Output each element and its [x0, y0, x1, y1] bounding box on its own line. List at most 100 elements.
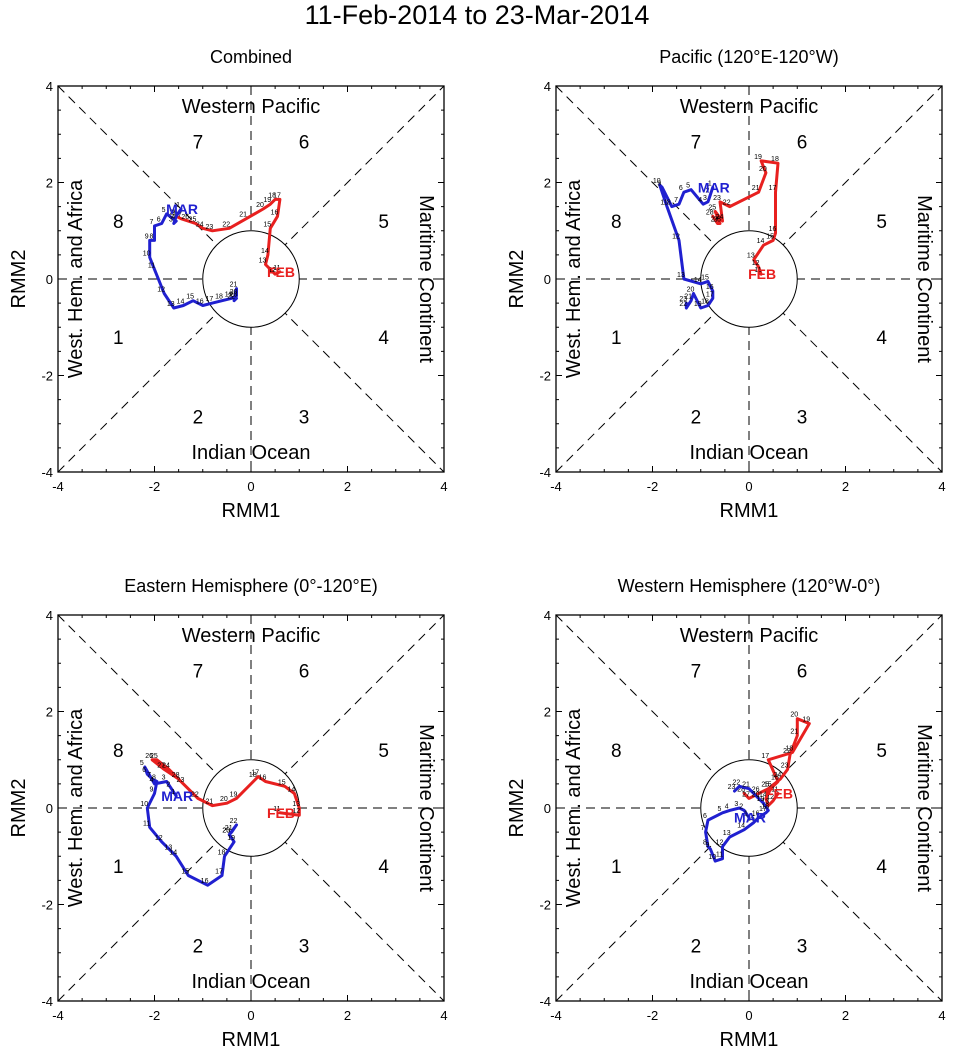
- day-label: 1: [708, 180, 712, 187]
- x-tick-label: 2: [344, 479, 351, 494]
- day-label: 28: [706, 209, 714, 216]
- day-label: 25: [761, 782, 769, 789]
- trajectory-feb: [174, 197, 282, 276]
- panel-4: Western Hemisphere (120°W-0°) -4-4 -2 -2 0 0 2…: [506, 576, 946, 1051]
- x-tick-label: 4: [440, 479, 447, 494]
- panel-title: Pacific (120°E-120°W): [659, 47, 838, 67]
- day-label: 11: [143, 820, 150, 827]
- day-label: 10: [140, 801, 148, 808]
- panel-3: Eastern Hemisphere (0°-120°E) -4-4 -2 -2 0 0 2…: [8, 576, 448, 1051]
- day-label: 15: [278, 779, 286, 786]
- x-tick-label: -4: [52, 479, 64, 494]
- day-label: 15: [181, 869, 189, 876]
- phase-number: 5: [378, 212, 389, 233]
- day-label: 14: [177, 299, 185, 306]
- phase-number: 2: [193, 937, 204, 958]
- day-label: 12: [766, 794, 774, 801]
- day-label: 15: [766, 233, 774, 240]
- x-tick-label: -2: [647, 1008, 659, 1023]
- phase-number: 8: [611, 212, 622, 233]
- phase-number: 6: [299, 661, 310, 682]
- region-top-label: Western Pacific: [680, 625, 819, 647]
- y-axis-label: RMM2: [506, 779, 528, 838]
- day-label: 11: [771, 787, 778, 794]
- phase-number: 3: [299, 937, 310, 958]
- y-tick-label: 4: [46, 79, 53, 94]
- day-label: 25: [150, 753, 158, 760]
- phase-number: 4: [378, 857, 389, 878]
- day-label: 4: [171, 214, 175, 221]
- x-tick-label: -2: [149, 1008, 161, 1023]
- panel-title: Eastern Hemisphere (0°-120°E): [124, 576, 378, 596]
- month-label-feb: FEB: [267, 264, 295, 280]
- trajectory-feb: [742, 717, 811, 808]
- day-label: 13: [164, 844, 172, 851]
- day-label: 14: [288, 787, 296, 794]
- day-label: 2: [705, 188, 709, 195]
- day-label: 13: [747, 253, 755, 260]
- y-tick-label: -2: [41, 369, 53, 384]
- day-label: 7: [147, 772, 151, 779]
- day-label: 20: [752, 791, 760, 798]
- day-label: 22: [732, 779, 740, 786]
- day-label: 17: [273, 192, 281, 199]
- day-label: 17: [206, 296, 214, 303]
- y-tick-label: 0: [544, 272, 551, 287]
- phase-number: 6: [797, 661, 808, 682]
- day-label: 23: [206, 224, 214, 231]
- day-label: 16: [259, 774, 267, 781]
- x-tick-label: -2: [149, 479, 161, 494]
- day-label: 17: [759, 806, 767, 813]
- day-label: 26: [752, 787, 760, 794]
- day-label: 21: [230, 282, 238, 289]
- trajectory-mar: [658, 183, 715, 310]
- day-label: 16: [201, 878, 209, 885]
- x-tick-label: 2: [344, 1008, 351, 1023]
- day-label: 6: [157, 217, 161, 224]
- day-label: 12: [752, 260, 760, 267]
- phase-number: 3: [299, 408, 310, 429]
- day-label: 18: [268, 192, 276, 199]
- phase-number: 1: [113, 857, 124, 878]
- day-label: 11: [273, 806, 280, 813]
- phase-number: 3: [797, 937, 808, 958]
- day-label: 12: [292, 808, 300, 815]
- day-label: 24: [716, 214, 724, 221]
- phase-number: 5: [876, 212, 887, 233]
- day-label: 7: [674, 197, 678, 204]
- day-label: 20: [230, 289, 238, 296]
- day-label: 22: [679, 301, 687, 308]
- day-label: 26: [713, 217, 721, 224]
- day-label: 12: [268, 267, 276, 274]
- day-label: 11: [148, 262, 155, 269]
- y-tick-label: -4: [41, 465, 53, 480]
- day-label: 23: [679, 296, 687, 303]
- y-tick-label: 2: [544, 705, 551, 720]
- day-label: 17: [251, 770, 259, 777]
- day-label: 9: [150, 787, 154, 794]
- day-label: 22: [723, 200, 731, 207]
- day-label: 8: [150, 233, 154, 240]
- trajectory-feb: [711, 159, 780, 276]
- day-label: 9: [657, 180, 661, 187]
- day-label: 17: [761, 753, 769, 760]
- day-label: 17: [769, 185, 777, 192]
- day-label: 18: [249, 772, 257, 779]
- region-right-label: Maritime Continent: [913, 195, 935, 363]
- day-label: 16: [771, 774, 779, 781]
- phase-number: 1: [113, 328, 124, 349]
- day-label: 24: [196, 221, 204, 228]
- day-label: 16: [706, 284, 714, 291]
- x-tick-label: -4: [52, 1008, 64, 1023]
- figure-title: 11-Feb-2014 to 23-Mar-2014: [305, 0, 650, 30]
- day-label: 21: [752, 185, 760, 192]
- day-label: 15: [263, 221, 271, 228]
- day-label: 17: [215, 869, 223, 876]
- day-label: 26: [181, 214, 189, 221]
- trajectory-mar: [704, 784, 770, 863]
- day-label: 5: [686, 183, 690, 190]
- day-label: 20: [759, 166, 767, 173]
- panel-title: Combined: [210, 47, 292, 67]
- day-label: 16: [196, 299, 204, 306]
